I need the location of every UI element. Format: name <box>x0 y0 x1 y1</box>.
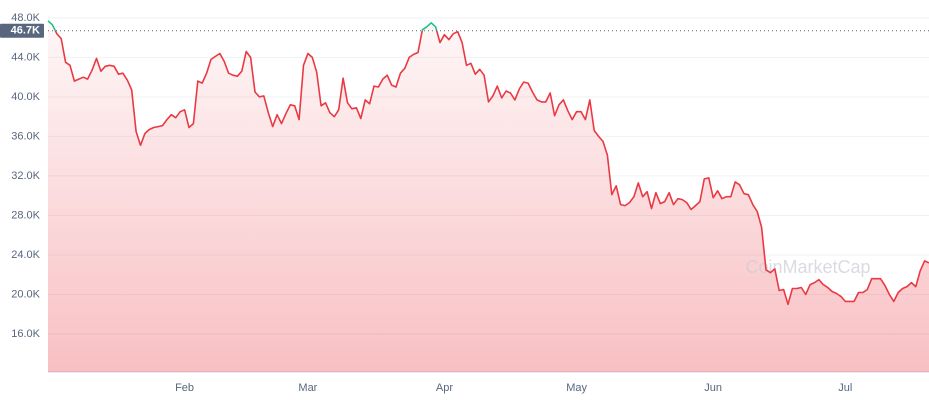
label-layer: 16.0K 20.0K 24.0K 28.0K 32.0K 36.0K 40.0K 44.0K… <box>0 12 852 394</box>
y-tick-label: 44.0K <box>11 51 40 63</box>
line-layer <box>47 20 929 306</box>
x-tick-label: May <box>566 382 587 394</box>
watermark: CoinMarketCap <box>745 257 870 277</box>
reference-label-box <box>0 23 44 38</box>
y-tick-label: 28.0K <box>11 209 40 221</box>
y-tick-label: 16.0K <box>11 328 40 340</box>
x-tick-label: Jul <box>838 382 852 394</box>
price-line <box>54 30 929 306</box>
y-tick-label: 40.0K <box>11 91 40 103</box>
x-tick-label: Apr <box>436 382 453 394</box>
x-tick-label: Mar <box>298 382 317 394</box>
y-tick-label: 32.0K <box>11 170 40 182</box>
y-tick-label: 36.0K <box>11 130 40 142</box>
price-area <box>48 20 929 373</box>
y-tick-label: 20.0K <box>11 288 40 300</box>
x-tick-label: Feb <box>175 382 194 394</box>
y-tick-label: 48.0K <box>11 12 40 24</box>
reference-label: 46.7K <box>11 25 40 37</box>
x-tick-label: Jun <box>704 382 722 394</box>
area-layer <box>48 20 929 373</box>
y-tick-label: 24.0K <box>11 249 40 261</box>
